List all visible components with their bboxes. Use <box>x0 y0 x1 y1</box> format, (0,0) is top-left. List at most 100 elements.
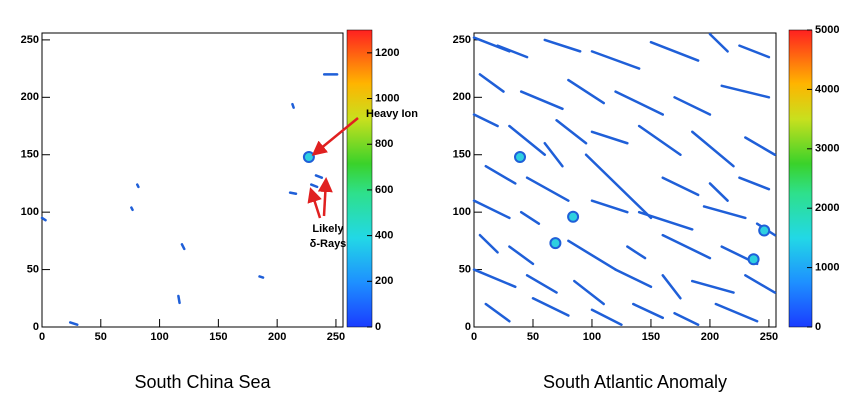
track <box>708 32 729 53</box>
track <box>543 142 564 168</box>
x-tick-label: 200 <box>268 331 286 343</box>
y-tick-label: 200 <box>21 91 39 103</box>
track <box>519 210 541 225</box>
track <box>720 84 771 99</box>
track <box>496 44 529 59</box>
y-tick-label: 0 <box>465 321 471 333</box>
track <box>484 302 511 323</box>
track <box>478 233 499 254</box>
track <box>590 199 629 214</box>
track <box>508 245 535 266</box>
track <box>744 274 777 294</box>
track <box>690 130 735 168</box>
track <box>68 321 79 326</box>
spot <box>567 210 580 223</box>
track <box>258 275 265 279</box>
track <box>626 245 647 260</box>
plot-frame <box>41 32 344 328</box>
track <box>614 268 653 289</box>
track <box>744 136 777 156</box>
color-tick-label: 0 <box>375 321 381 333</box>
track <box>590 130 629 145</box>
color-bar <box>346 29 373 328</box>
spot <box>747 253 760 266</box>
track <box>590 308 623 326</box>
track <box>472 199 511 220</box>
y-tick-label: 250 <box>21 34 39 46</box>
spot <box>549 237 562 250</box>
annotation: Likely <box>312 223 344 235</box>
track <box>288 191 298 196</box>
track <box>661 274 682 300</box>
track <box>472 113 499 128</box>
track <box>567 239 617 271</box>
caption: South China Sea <box>134 372 271 392</box>
y-tick-label: 150 <box>453 149 471 161</box>
track <box>614 90 664 116</box>
track <box>708 182 729 202</box>
y-tick-label: 50 <box>459 263 471 275</box>
track <box>649 40 700 62</box>
track <box>632 302 664 320</box>
color-tick-label: 2000 <box>815 202 839 214</box>
y-tick-label: 0 <box>33 321 39 333</box>
track <box>525 274 558 294</box>
track <box>180 243 186 251</box>
color-tick-label: 5000 <box>815 24 839 36</box>
track <box>531 297 570 317</box>
x-tick-label: 200 <box>701 331 719 343</box>
plot-frame <box>473 32 777 328</box>
color-tick-label: 200 <box>375 275 393 287</box>
spot <box>514 151 527 164</box>
y-tick-label: 200 <box>453 91 471 103</box>
annotations: Heavy Ion Likely δ-Rays <box>307 108 418 250</box>
track <box>478 73 505 93</box>
y-tick-label: 150 <box>21 149 39 161</box>
track <box>525 176 570 202</box>
track <box>130 206 134 212</box>
color-tick-label: 1000 <box>815 262 839 274</box>
color-tick-label: 800 <box>375 138 393 150</box>
track <box>590 50 641 70</box>
color-tick-label: 1000 <box>375 92 399 104</box>
x-tick-label: 250 <box>327 331 345 343</box>
track <box>177 294 181 305</box>
y-tick-label: 250 <box>453 34 471 46</box>
x-tick-label: 100 <box>583 331 601 343</box>
track <box>637 124 682 156</box>
y-tick-label: 50 <box>27 263 39 275</box>
caption: South Atlantic Anomaly <box>543 372 727 392</box>
arrow <box>311 117 359 156</box>
track <box>661 233 712 260</box>
y-tick-label: 100 <box>21 206 39 218</box>
track <box>690 279 735 294</box>
x-tick-label: 150 <box>642 331 660 343</box>
x-tick-label: 50 <box>527 331 539 343</box>
track <box>543 38 582 53</box>
track <box>673 311 700 326</box>
y-tick-label: 100 <box>453 206 471 218</box>
track <box>135 183 140 189</box>
x-tick-label: 50 <box>95 331 107 343</box>
annotation: δ-Rays <box>310 238 347 250</box>
x-tick-label: 0 <box>39 331 45 343</box>
x-tick-label: 100 <box>150 331 168 343</box>
track <box>661 176 700 197</box>
x-tick-label: 150 <box>209 331 227 343</box>
track <box>291 102 295 109</box>
track <box>310 183 319 189</box>
track <box>637 210 694 231</box>
color-tick-label: 400 <box>375 230 393 242</box>
track <box>584 153 653 220</box>
track <box>738 176 771 191</box>
spot <box>758 224 771 237</box>
color-tick-label: 4000 <box>815 83 839 95</box>
track <box>567 78 606 105</box>
color-tick-label: 600 <box>375 184 393 196</box>
arrow <box>317 177 333 217</box>
track <box>519 90 564 111</box>
arrow <box>307 187 322 219</box>
track <box>714 302 759 323</box>
track <box>673 96 712 116</box>
